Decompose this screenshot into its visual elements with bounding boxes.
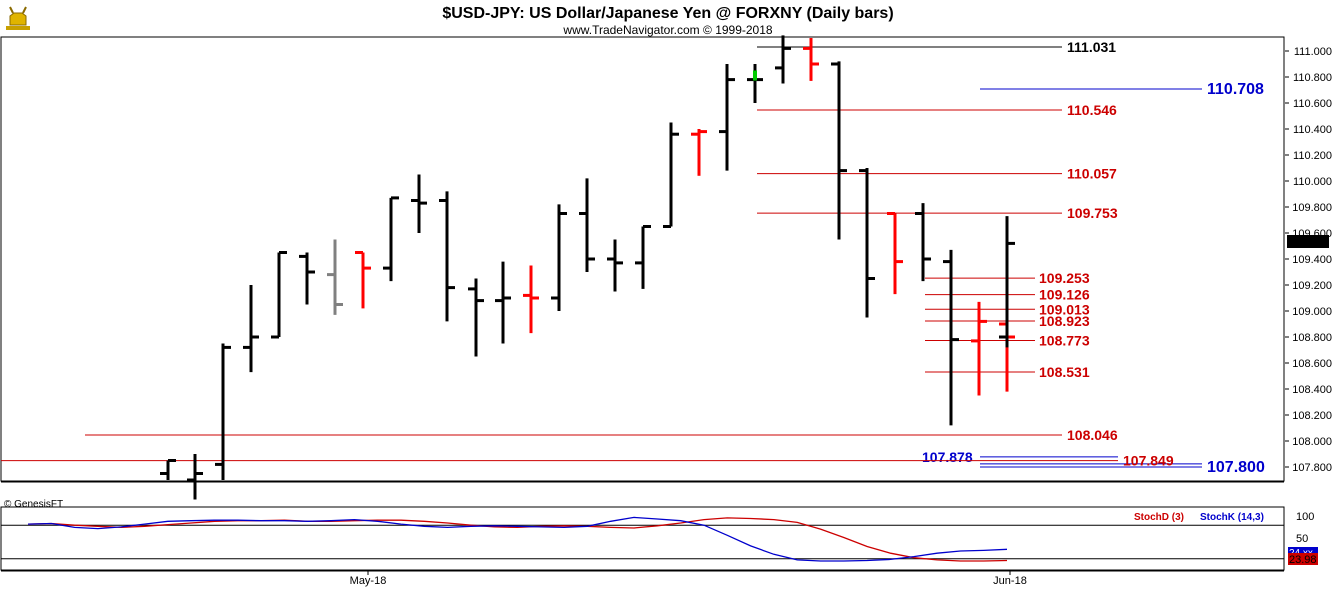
time-axis: May-18 Jun-18 bbox=[1, 570, 1284, 587]
ohlc-bar bbox=[411, 174, 427, 233]
price-tick-label: 110.400 bbox=[1293, 124, 1332, 136]
signal-marker bbox=[753, 70, 757, 81]
ohlc-bar bbox=[271, 251, 287, 339]
ohlc-bar bbox=[383, 196, 399, 282]
last-price-label: 109.520 bbox=[1289, 237, 1329, 249]
last-price-box bbox=[1287, 235, 1329, 248]
price-tick-label: 109.400 bbox=[1292, 254, 1332, 266]
ohlc-bar bbox=[775, 35, 791, 84]
price-tick-label: 109.000 bbox=[1292, 306, 1332, 318]
ohlc-bar bbox=[803, 38, 819, 81]
ohlc-bar bbox=[691, 129, 707, 176]
ohlc-bar bbox=[579, 178, 595, 272]
ohlc-bar bbox=[663, 122, 679, 228]
ohlc-bar bbox=[719, 64, 735, 171]
ohlc-bar bbox=[943, 249, 959, 426]
price-tick-label: 108.400 bbox=[1292, 384, 1332, 396]
header: $USD-JPY: US Dollar/Japanese Yen @ FORXN… bbox=[0, 0, 1336, 37]
ohlc-bar bbox=[831, 61, 847, 240]
price-tick-label: 109.200 bbox=[1292, 280, 1332, 292]
price-tick-label: 110.800 bbox=[1293, 72, 1332, 84]
level-label: 110.708 bbox=[1207, 81, 1264, 98]
ohlc-bar bbox=[468, 278, 484, 357]
ohlc-bar bbox=[607, 239, 623, 292]
level-label: 107.849 bbox=[1123, 453, 1174, 469]
ohlc-bar bbox=[523, 265, 539, 334]
ohlc-bar bbox=[215, 343, 231, 480]
ohlc-bar bbox=[859, 168, 875, 318]
price-tick-label: 108.600 bbox=[1292, 358, 1332, 370]
price-tick-label: 108.000 bbox=[1292, 436, 1332, 448]
ohlc-bar bbox=[160, 459, 176, 480]
price-tick-label: 110.000 bbox=[1293, 176, 1332, 188]
stochastic-pane-frame bbox=[0, 506, 1285, 571]
ohlc-bar bbox=[495, 261, 511, 344]
level-label: 107.878 bbox=[922, 449, 973, 465]
price-tick-label: 108.800 bbox=[1292, 332, 1332, 344]
price-tick-label: 108.200 bbox=[1292, 410, 1332, 422]
price-axis: 111.000 110.800 110.600 110.400 110.200 110.0… bbox=[1285, 37, 1336, 481]
ohlc-bar bbox=[551, 204, 567, 311]
ohlc-bar bbox=[243, 285, 259, 373]
time-tick-label: May-18 bbox=[350, 575, 387, 587]
ohlc-bar bbox=[299, 252, 315, 305]
stoch-k-legend: StochK (14,3) bbox=[1200, 512, 1264, 523]
level-label: 109.126 bbox=[1039, 287, 1090, 303]
bull-logo-icon bbox=[6, 6, 30, 30]
stoch-k-line bbox=[27, 516, 1008, 562]
ohlc-bar bbox=[439, 191, 455, 322]
time-tick-label: Jun-18 bbox=[993, 575, 1027, 587]
chart-title: $USD-JPY: US Dollar/Japanese Yen @ FORXN… bbox=[442, 5, 893, 22]
ohlc-bar bbox=[999, 216, 1015, 348]
level-label: 111.031 bbox=[1067, 39, 1116, 55]
level-label: 108.531 bbox=[1039, 364, 1090, 380]
ohlc-bar bbox=[635, 225, 651, 289]
stoch-tick-label: 100 bbox=[1296, 511, 1314, 523]
price-tick-label: 107.800 bbox=[1292, 462, 1332, 474]
price-tick-label: 110.200 bbox=[1293, 150, 1332, 162]
ohlc-bar bbox=[327, 239, 343, 315]
level-label: 110.057 bbox=[1067, 166, 1117, 182]
price-tick-label: 111.000 bbox=[1294, 46, 1332, 58]
watermark: © GenesisFT bbox=[4, 499, 63, 510]
level-label: 110.546 bbox=[1067, 102, 1117, 118]
ohlc-bars bbox=[160, 35, 1015, 500]
ohlc-bar bbox=[187, 454, 203, 500]
price-tick-label: 109.800 bbox=[1292, 202, 1332, 214]
chart-subtitle: www.TradeNavigator.com © 1999-2018 bbox=[562, 23, 772, 37]
stoch-k-last-box bbox=[1288, 547, 1318, 558]
stoch-d-last-label: 23.98 bbox=[1289, 554, 1317, 566]
price-tick-label: 110.600 bbox=[1293, 98, 1332, 110]
stoch-d-legend: StochD (3) bbox=[1134, 512, 1184, 523]
level-label: 109.753 bbox=[1067, 205, 1118, 221]
level-label: 109.253 bbox=[1039, 270, 1090, 286]
stoch-d-last-box bbox=[1288, 553, 1318, 565]
level-label: 108.923 bbox=[1039, 313, 1090, 329]
stoch-d-line bbox=[27, 517, 1008, 562]
ohlc-bar bbox=[887, 212, 903, 295]
ohlc-bar bbox=[355, 251, 371, 309]
level-label: 107.800 bbox=[1207, 459, 1265, 476]
ohlc-bar bbox=[971, 301, 987, 396]
level-label: 109.013 bbox=[1039, 301, 1090, 317]
level-label: 108.046 bbox=[1067, 427, 1118, 443]
stoch-tick-label: 50 bbox=[1296, 533, 1308, 545]
price-pane: 111.031 110.708 110.546 110.057 109.753 109.2… bbox=[0, 35, 1285, 510]
level-label: 108.773 bbox=[1039, 333, 1090, 349]
ohlc-bar bbox=[915, 203, 931, 282]
